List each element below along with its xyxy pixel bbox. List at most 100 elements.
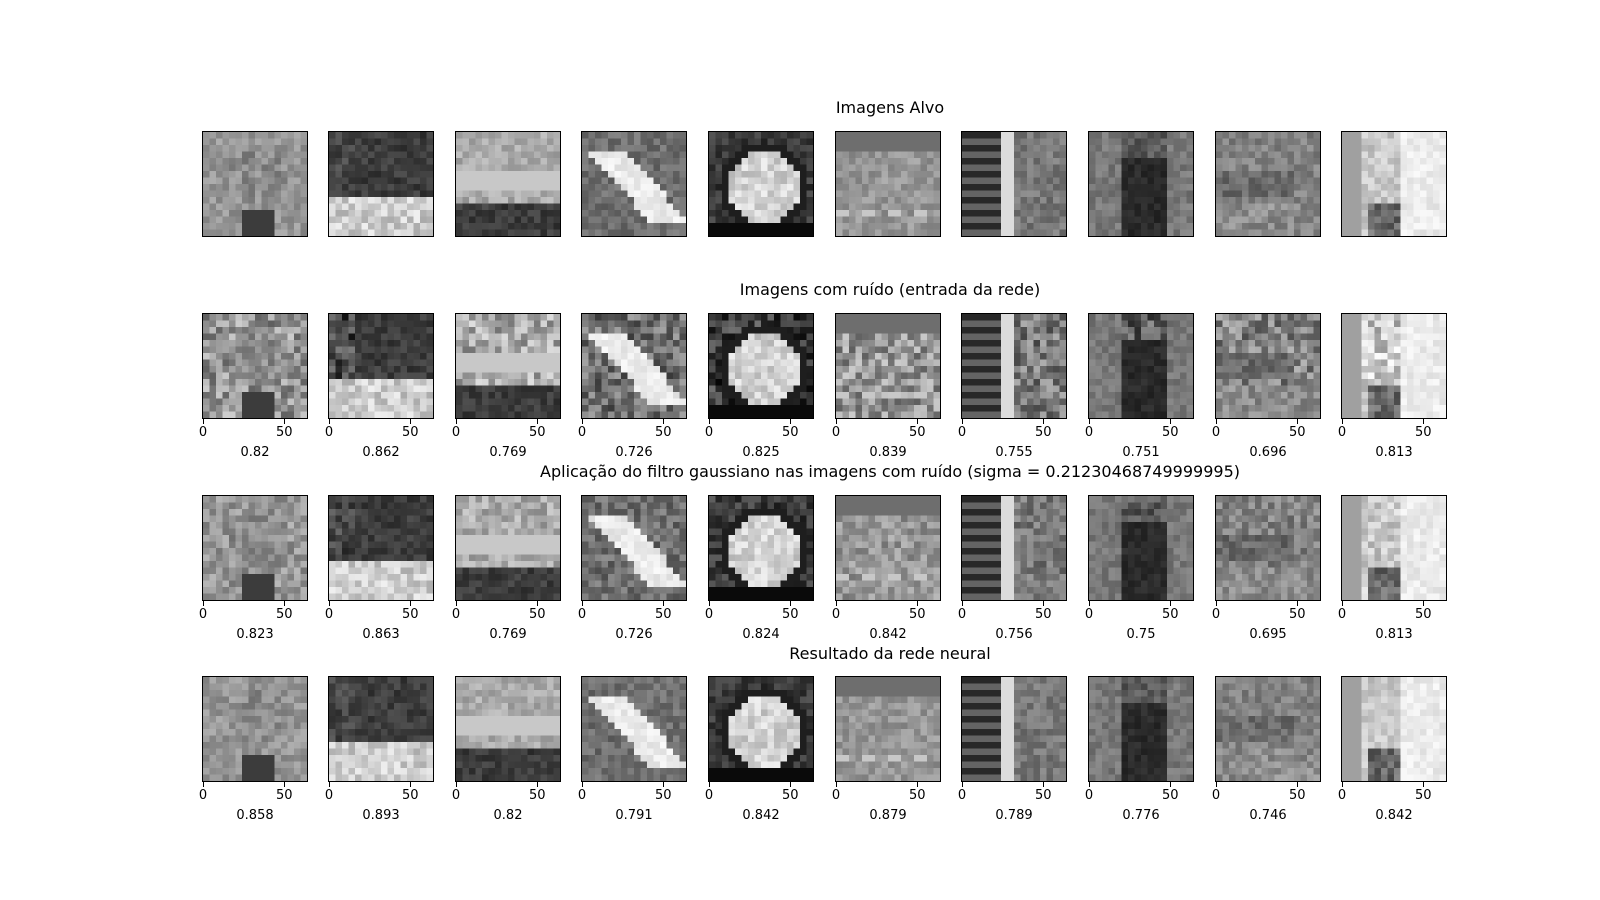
image-panel-network-woman-cardigan: [1088, 676, 1194, 782]
score-label-network-woman-cardigan: 0.776: [1122, 808, 1160, 823]
image-panel-target-food-bowl: [708, 131, 814, 237]
x-tick-label: 0: [1211, 425, 1221, 440]
x-tick-mark: [582, 601, 583, 606]
x-tick-mark: [537, 601, 539, 606]
x-tick-mark: [1297, 782, 1299, 787]
x-tick-mark: [1170, 601, 1172, 606]
x-tick-mark: [1089, 782, 1090, 787]
image-panel-target-escalator: [961, 131, 1067, 237]
x-tick-mark: [962, 419, 963, 424]
x-tick-label: 50: [908, 607, 926, 622]
x-tick-mark: [917, 601, 919, 606]
x-tick-mark: [1089, 601, 1090, 606]
x-tick-label: 0: [198, 607, 208, 622]
x-tick-mark: [790, 782, 792, 787]
x-tick-label: 50: [1161, 607, 1179, 622]
x-tick-label: 0: [198, 425, 208, 440]
x-tick-label: 0: [1337, 788, 1347, 803]
x-tick-label: 50: [401, 788, 419, 803]
score-label-gaussian-bison: 0.863: [362, 627, 400, 642]
x-tick-mark: [1342, 601, 1343, 606]
image-panel-gaussian-ducks-on-grass: [835, 495, 941, 601]
image-panel-target-stopwatch: [202, 131, 308, 237]
score-label-network-red-panda: 0.746: [1249, 808, 1287, 823]
x-tick-mark: [582, 782, 583, 787]
x-tick-label: 50: [1288, 607, 1306, 622]
x-tick-mark: [663, 782, 665, 787]
x-tick-mark: [1043, 601, 1045, 606]
x-tick-label: 0: [324, 425, 334, 440]
image-panel-network-stopwatch: [202, 676, 308, 782]
x-tick-label: 50: [1414, 607, 1432, 622]
x-tick-mark: [203, 782, 204, 787]
x-tick-label: 0: [577, 607, 587, 622]
score-label-network-dog: 0.791: [615, 808, 653, 823]
image-panel-network-dog: [581, 676, 687, 782]
image-panel-target-building-facade: [1341, 131, 1447, 237]
x-tick-mark: [1170, 419, 1172, 424]
score-label-noisy-stopwatch: 0.82: [240, 445, 270, 460]
x-tick-label: 0: [577, 425, 587, 440]
x-tick-mark: [329, 601, 330, 606]
x-tick-label: 0: [704, 425, 714, 440]
score-label-gaussian-bridge: 0.769: [489, 627, 527, 642]
x-tick-label: 50: [781, 425, 799, 440]
x-tick-mark: [1342, 419, 1343, 424]
score-label-noisy-food-bowl: 0.825: [742, 445, 780, 460]
x-tick-label: 0: [324, 788, 334, 803]
x-tick-label: 50: [908, 788, 926, 803]
x-tick-mark: [709, 419, 710, 424]
image-panel-gaussian-food-bowl: [708, 495, 814, 601]
x-tick-mark: [836, 601, 837, 606]
x-tick-mark: [1216, 419, 1217, 424]
score-label-gaussian-woman-cardigan: 0.75: [1126, 627, 1156, 642]
x-tick-mark: [284, 782, 286, 787]
image-panel-noisy-dog: [581, 313, 687, 419]
x-tick-mark: [1423, 601, 1425, 606]
x-tick-mark: [456, 419, 457, 424]
x-tick-label: 50: [401, 425, 419, 440]
x-tick-label: 0: [1337, 607, 1347, 622]
score-label-gaussian-building-facade: 0.813: [1375, 627, 1413, 642]
x-tick-mark: [962, 782, 963, 787]
x-tick-mark: [537, 419, 539, 424]
score-label-network-escalator: 0.789: [995, 808, 1033, 823]
x-tick-mark: [410, 419, 412, 424]
image-panel-gaussian-escalator: [961, 495, 1067, 601]
image-panel-noisy-woman-cardigan: [1088, 313, 1194, 419]
x-tick-mark: [962, 601, 963, 606]
x-tick-label: 50: [528, 425, 546, 440]
x-tick-label: 0: [1337, 425, 1347, 440]
x-tick-label: 50: [1161, 788, 1179, 803]
x-tick-mark: [1216, 601, 1217, 606]
x-tick-mark: [709, 782, 710, 787]
x-tick-mark: [284, 601, 286, 606]
score-label-noisy-building-facade: 0.813: [1375, 445, 1413, 460]
score-label-noisy-red-panda: 0.696: [1249, 445, 1287, 460]
x-tick-label: 50: [401, 607, 419, 622]
score-label-network-bridge: 0.82: [493, 808, 523, 823]
x-tick-label: 0: [1084, 425, 1094, 440]
x-tick-mark: [836, 782, 837, 787]
image-panel-gaussian-bridge: [455, 495, 561, 601]
score-label-noisy-bison: 0.862: [362, 445, 400, 460]
x-tick-label: 50: [908, 425, 926, 440]
image-panel-gaussian-red-panda: [1215, 495, 1321, 601]
x-tick-label: 50: [1288, 425, 1306, 440]
x-tick-label: 50: [1034, 607, 1052, 622]
image-panel-network-escalator: [961, 676, 1067, 782]
score-label-network-stopwatch: 0.858: [236, 808, 274, 823]
x-tick-label: 0: [831, 788, 841, 803]
x-tick-mark: [1342, 782, 1343, 787]
x-tick-mark: [917, 419, 919, 424]
image-panel-noisy-stopwatch: [202, 313, 308, 419]
score-label-network-building-facade: 0.842: [1375, 808, 1413, 823]
x-tick-mark: [1043, 782, 1045, 787]
x-tick-mark: [709, 601, 710, 606]
x-tick-mark: [1089, 419, 1090, 424]
x-tick-mark: [836, 419, 837, 424]
row-title-noisy: Imagens com ruído (entrada da rede): [739, 280, 1041, 299]
image-panel-network-building-facade: [1341, 676, 1447, 782]
score-label-noisy-escalator: 0.755: [995, 445, 1033, 460]
score-label-gaussian-dog: 0.726: [615, 627, 653, 642]
